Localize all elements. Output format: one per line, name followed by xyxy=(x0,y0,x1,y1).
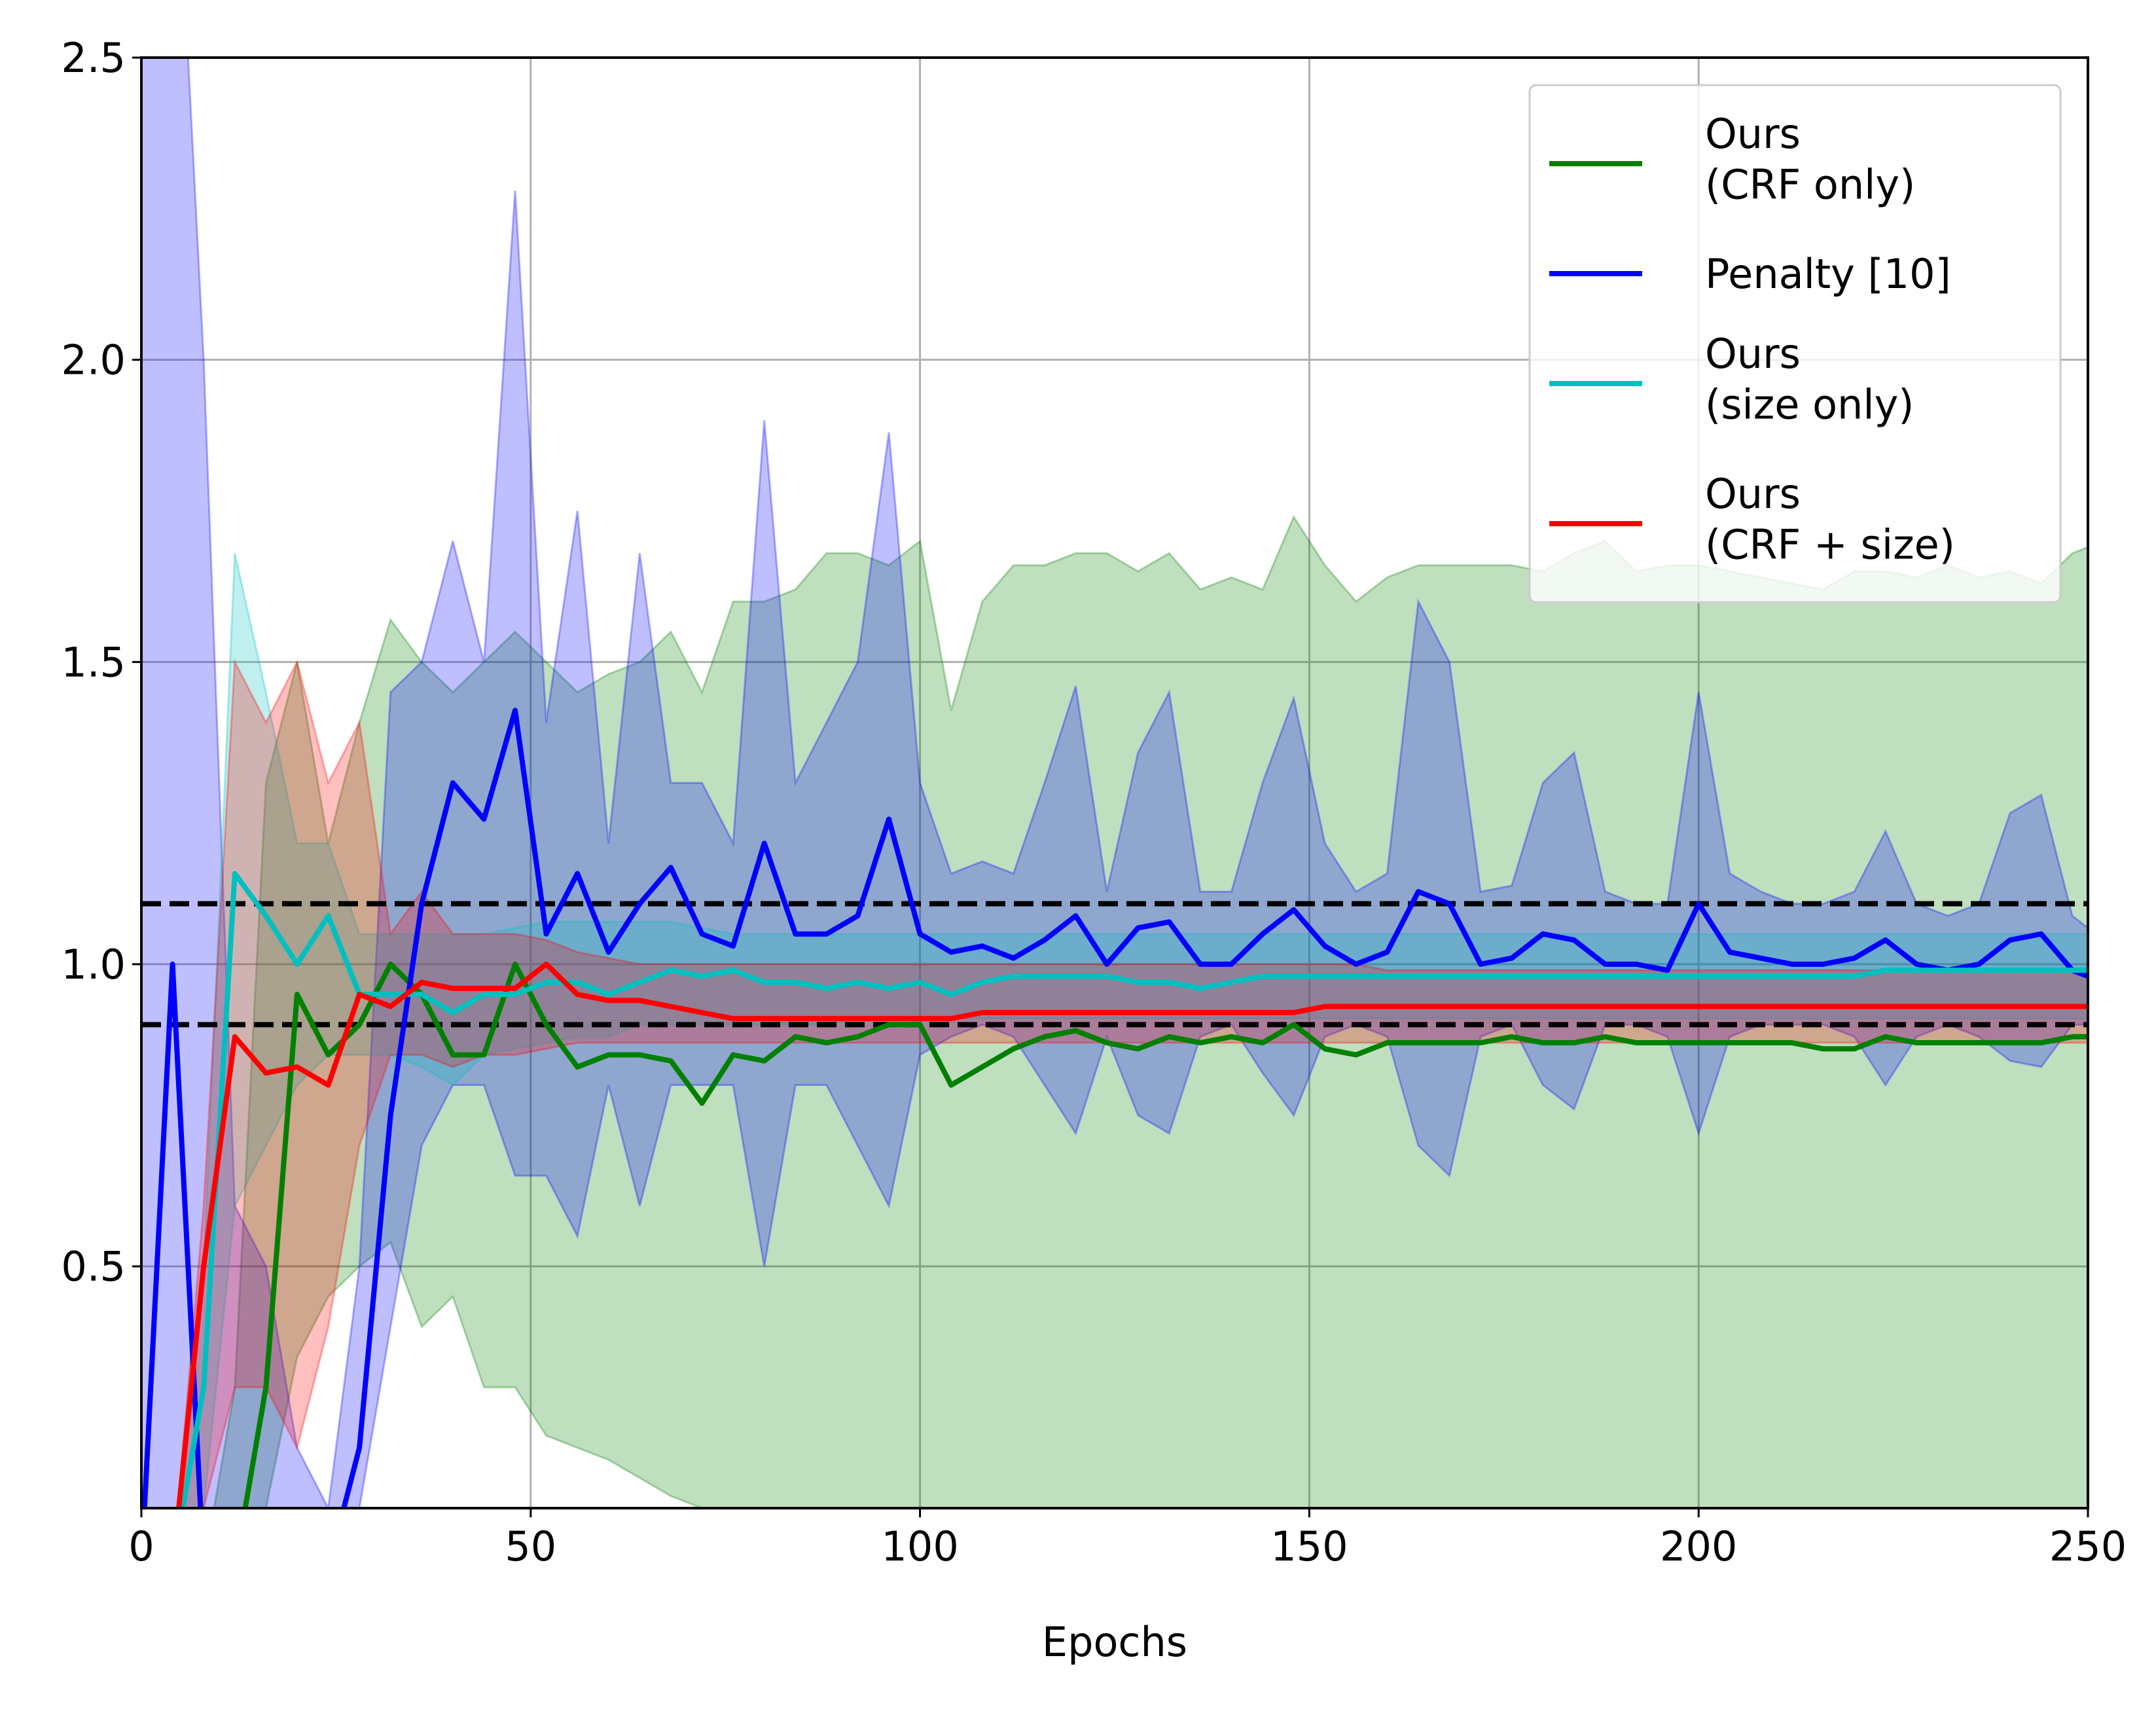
legend-label: Ours (size only) xyxy=(1705,330,1914,429)
x-tick-label: 200 xyxy=(1660,1523,1737,1570)
x-tick-label: 250 xyxy=(2049,1523,2127,1570)
y-tick-label: 1.5 xyxy=(61,638,126,686)
legend: Ours (CRF only) Penalty [10] Ours (size only… xyxy=(1528,84,2062,604)
series-line xyxy=(180,871,2088,1508)
y-tick-label: 2.5 xyxy=(61,34,126,82)
series-line xyxy=(176,962,2088,1508)
axes-frame xyxy=(140,56,2089,1509)
plot-area xyxy=(141,58,2088,1508)
confidence-band xyxy=(141,58,2088,1508)
y-tick-label: 1.0 xyxy=(61,941,126,988)
x-tick-label: 150 xyxy=(1270,1523,1348,1570)
x-tick-label: 50 xyxy=(505,1523,556,1570)
y-tick-label: 0.5 xyxy=(61,1243,126,1291)
x-tick-label: 0 xyxy=(128,1523,154,1570)
x-tick-label: 100 xyxy=(881,1523,958,1570)
legend-box xyxy=(1528,84,2062,604)
legend-label: Ours (CRF only) xyxy=(1705,110,1915,209)
series-line xyxy=(141,708,2088,1508)
x-axis-label: Epochs xyxy=(1042,1618,1187,1666)
legend-label: Penalty [10] xyxy=(1705,250,1951,298)
legend-label: Ours (CRF + size) xyxy=(1705,470,1955,569)
confidence-band xyxy=(177,658,2088,1508)
ticks: 0 50 100 150 200 250 0.5 1.0 1.5 2.0 2.5 xyxy=(61,34,2127,1570)
series-line xyxy=(242,962,2088,1508)
y-tick-label: 2.0 xyxy=(61,336,126,384)
